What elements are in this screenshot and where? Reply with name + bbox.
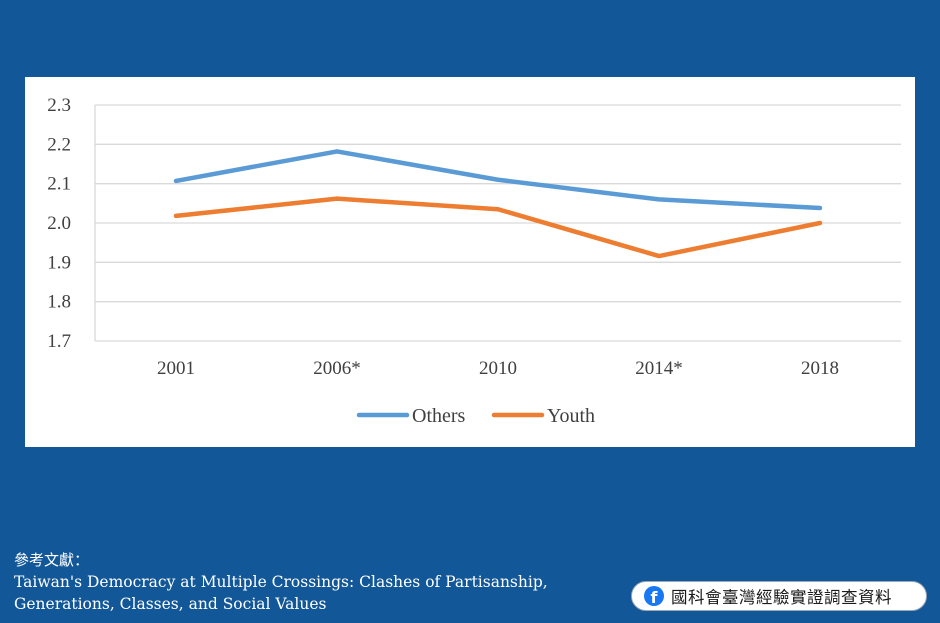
reference-title-line1: Taiwan's Democracy at Multiple Crossings… [14,573,548,591]
y-tick-label: 1.9 [47,252,71,273]
y-tick-label: 2.2 [47,134,71,155]
data-point-others [174,178,178,183]
y-tick-label: 1.8 [47,292,71,313]
data-point-youth [335,196,339,201]
facebook-page-name: 國科會臺灣經驗實證調查資料 [671,588,892,607]
x-tick-label: 2001 [157,358,195,379]
x-tick-label: 2006* [313,358,361,379]
reference-block: 參考文獻： Taiwan's Democracy at Multiple Cro… [14,549,548,615]
data-point-others [657,197,661,202]
legend-label-youth: Youth [547,405,595,427]
series-line-youth [173,196,823,259]
reference-heading: 參考文獻： [14,551,90,569]
y-tick-label: 2.3 [47,95,71,116]
line-chart: 1.7 1.8 1.9 2.0 2.1 2.2 2.3 2001 2006* 2010 2014*… [47,95,901,427]
chart-panel: 1.7 1.8 1.9 2.0 2.1 2.2 2.3 2001 2006* 2010 2014*… [25,77,915,447]
data-point-others [335,149,339,154]
reference-title-line2: Generations, Classes, and Social Values [14,595,327,613]
y-tick-label: 2.0 [47,213,71,234]
data-point-youth [818,221,822,225]
data-point-youth [174,213,178,218]
data-point-others [818,206,822,211]
data-point-others [496,177,500,182]
y-tick-label: 1.7 [47,331,71,352]
data-point-youth [657,254,661,259]
legend-label-others: Others [412,405,466,427]
x-tick-label: 2018 [801,358,839,379]
x-tick-label: 2014* [635,358,683,379]
data-point-youth [496,207,500,212]
facebook-page-badge[interactable]: f 國科會臺灣經驗實證調查資料 [631,581,927,611]
x-tick-label: 2010 [479,358,517,379]
facebook-icon: f [644,586,664,606]
y-tick-label: 2.1 [47,174,71,195]
